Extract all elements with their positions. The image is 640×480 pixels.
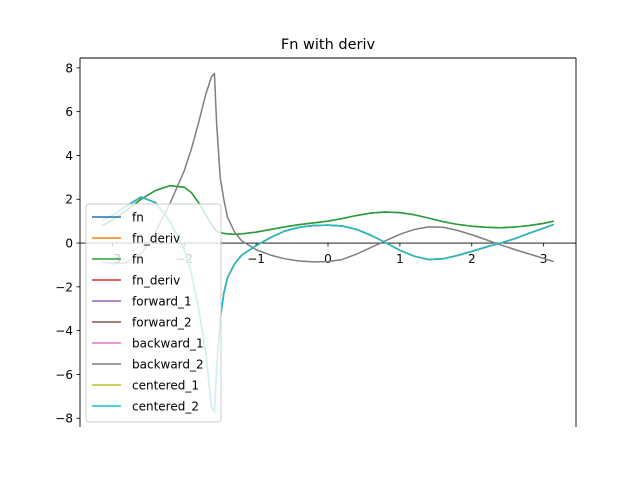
chart-title: Fn with deriv: [281, 37, 376, 53]
y-tick-label: 4: [65, 149, 73, 163]
x-tick-label: 1: [396, 252, 404, 266]
series-line-backward_2: [102, 72, 554, 265]
y-tick-label: 8: [65, 61, 73, 75]
series-line-fn: [101, 184, 554, 236]
legend-label: centered_2: [132, 400, 199, 414]
legend-label: backward_1: [132, 337, 204, 351]
x-tick-label: 0: [324, 252, 332, 266]
y-tick-label: −6: [55, 368, 73, 382]
y-tick-label: 2: [65, 193, 73, 207]
legend-label: fn: [132, 211, 144, 225]
legend-label: centered_1: [132, 379, 199, 393]
legend-label: forward_2: [132, 316, 192, 330]
legend-label: forward_1: [132, 295, 192, 309]
legend-label: fn_deriv: [132, 232, 180, 246]
x-tick-label: −1: [247, 252, 265, 266]
y-tick-label: 6: [65, 105, 73, 119]
x-tick-label: 2: [468, 252, 476, 266]
y-tick-label: −8: [55, 412, 73, 426]
y-tick-label: −2: [55, 280, 73, 294]
y-tick-label: 0: [65, 237, 73, 251]
legend-label: fn: [132, 253, 144, 267]
legend-label: backward_2: [132, 358, 204, 372]
legend-label: fn_deriv: [132, 274, 180, 288]
y-tick-label: −4: [55, 324, 73, 338]
legend: fnfn_derivfnfn_derivforward_1forward_2ba…: [85, 203, 222, 423]
